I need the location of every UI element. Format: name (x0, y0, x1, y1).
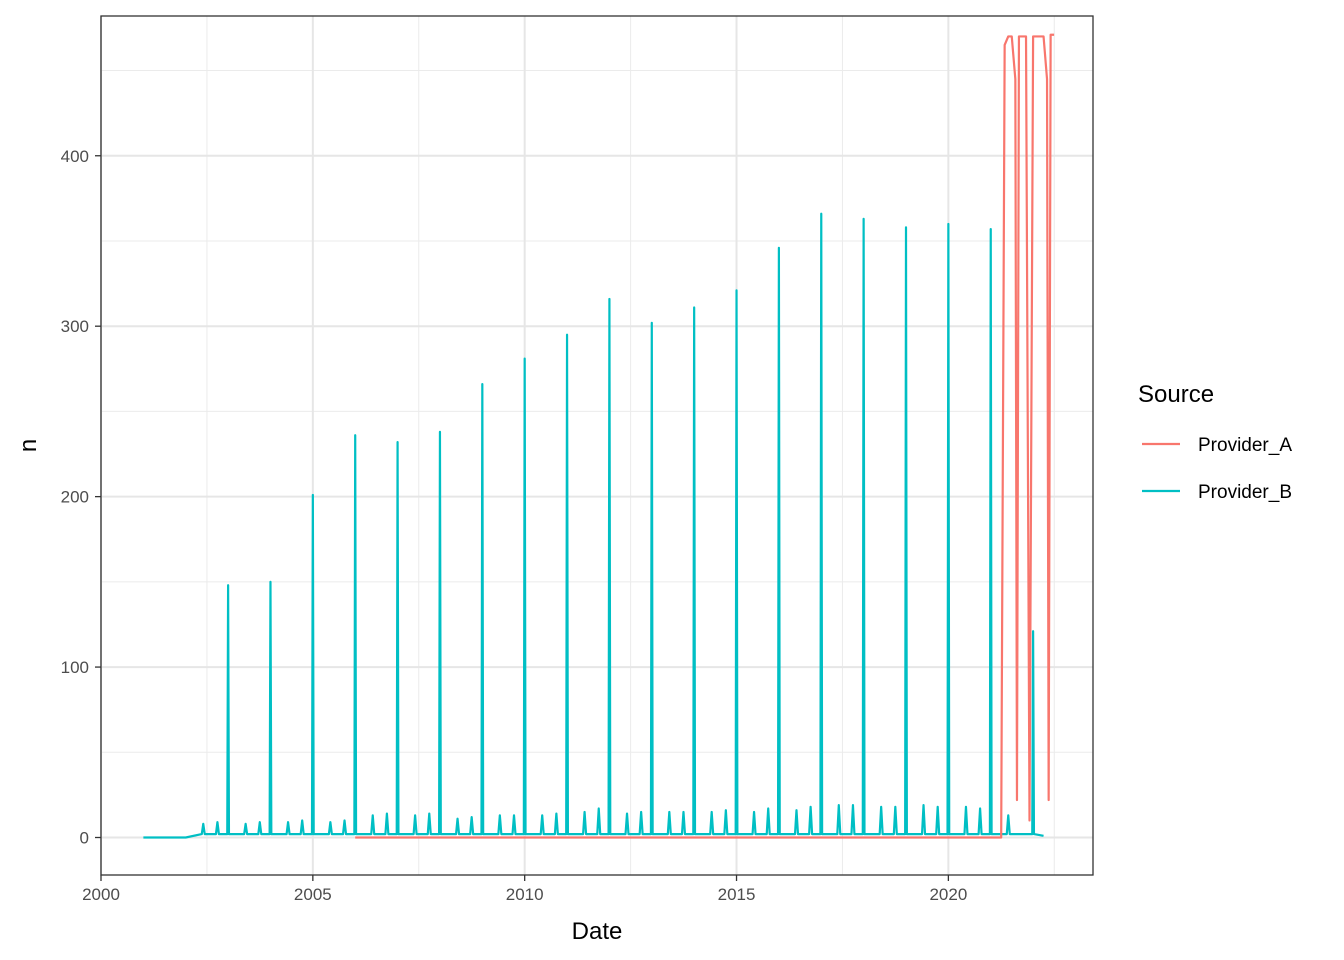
y-tick-label: 100 (61, 658, 89, 677)
series-line-provider-b (143, 212, 1044, 839)
y-tick-label: 200 (61, 488, 89, 507)
grid-minor (101, 16, 1093, 875)
legend-label-provider-a: Provider_A (1198, 435, 1292, 456)
legend-title: Source (1138, 381, 1214, 408)
x-tick-label: 2005 (294, 885, 332, 904)
y-tick-label: 0 (80, 829, 89, 848)
x-tick-label: 2015 (718, 885, 756, 904)
y-axis: 0 100 200 300 400 (61, 147, 101, 848)
x-tick-label: 2020 (929, 885, 967, 904)
series-layer (143, 33, 1055, 839)
x-axis: 2000 2005 2010 2015 2020 (82, 875, 967, 904)
series-line-provider-a (355, 33, 1055, 839)
y-axis-title: n (15, 439, 42, 452)
y-tick-label: 300 (61, 317, 89, 336)
x-tick-label: 2000 (82, 885, 120, 904)
panel-border (100, 15, 1094, 876)
x-tick-label: 2010 (506, 885, 544, 904)
legend: Source Provider_A Provider_B (1138, 381, 1292, 503)
x-axis-title: Date (572, 918, 623, 945)
legend-label-provider-b: Provider_B (1198, 482, 1292, 503)
y-tick-label: 400 (61, 147, 89, 166)
